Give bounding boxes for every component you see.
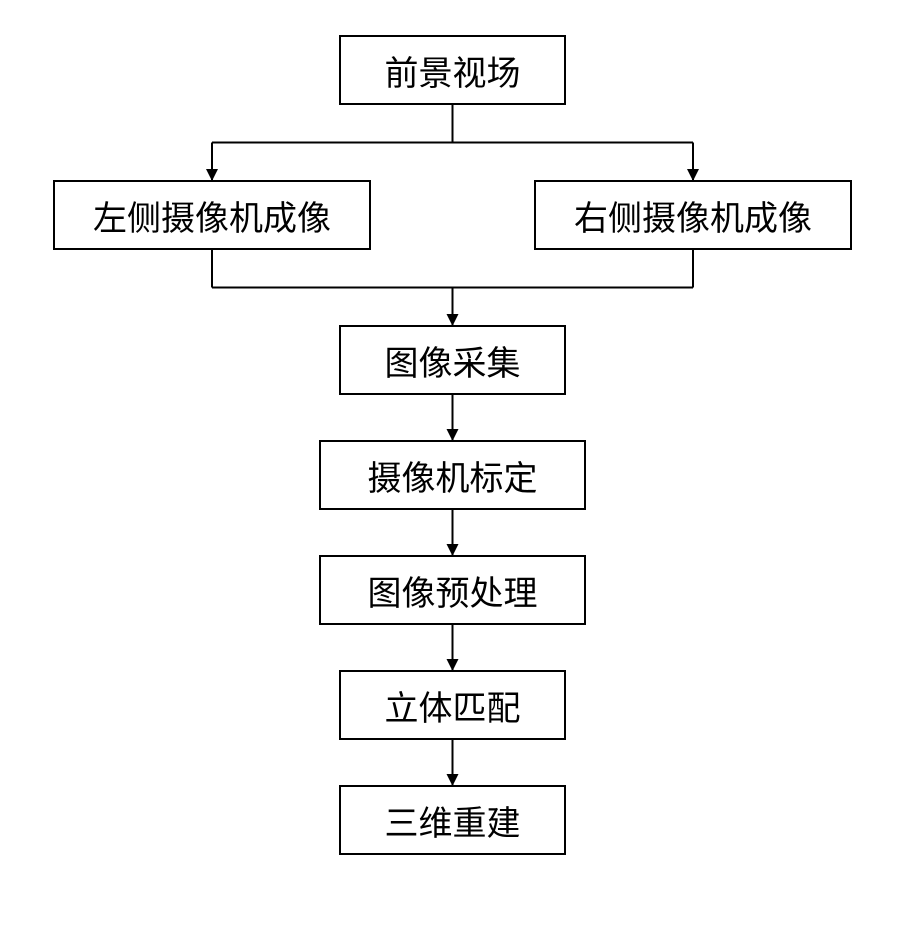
flowchart-canvas: 前景视场 左侧摄像机成像 右侧摄像机成像 图像采集 摄像机标定 图像预处理 立体… [0, 0, 911, 951]
node-left-camera: 左侧摄像机成像 [53, 180, 371, 250]
node-label: 图像采集 [385, 336, 521, 385]
node-right-camera: 右侧摄像机成像 [534, 180, 852, 250]
node-label: 图像预处理 [368, 566, 538, 615]
node-3d-reconstruct: 三维重建 [339, 785, 566, 855]
node-image-collect: 图像采集 [339, 325, 566, 395]
node-label: 立体匹配 [385, 681, 521, 730]
node-label: 左侧摄像机成像 [93, 191, 331, 240]
node-stereo-match: 立体匹配 [339, 670, 566, 740]
node-label: 右侧摄像机成像 [574, 191, 812, 240]
node-camera-calibration: 摄像机标定 [319, 440, 586, 510]
node-label: 三维重建 [385, 796, 521, 845]
node-label: 前景视场 [385, 46, 521, 95]
node-image-preprocess: 图像预处理 [319, 555, 586, 625]
node-top: 前景视场 [339, 35, 566, 105]
node-label: 摄像机标定 [368, 451, 538, 500]
